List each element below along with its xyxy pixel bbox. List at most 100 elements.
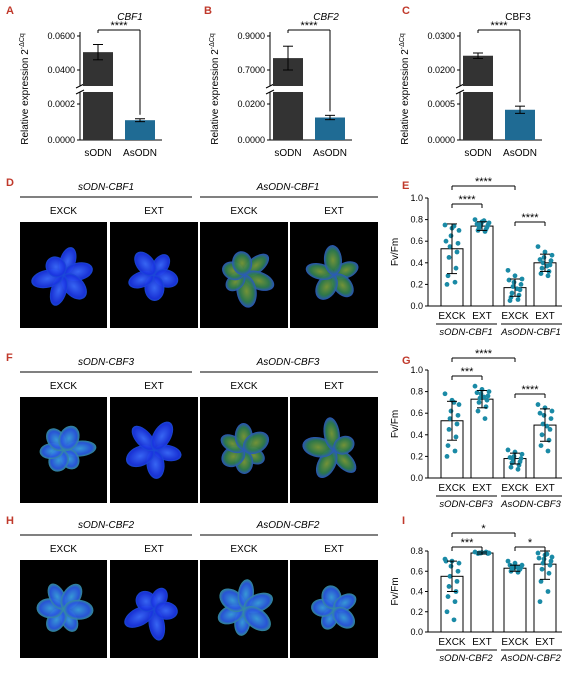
data-point bbox=[540, 260, 546, 266]
data-point bbox=[518, 282, 524, 287]
y-tick-label: 0.6 bbox=[410, 236, 423, 246]
data-point bbox=[456, 228, 462, 233]
y-tick-label: 0.9000 bbox=[237, 31, 265, 41]
condition-label: EXT bbox=[324, 206, 343, 217]
leaf-shape bbox=[315, 273, 338, 300]
x-tick-label: AsODN bbox=[503, 148, 537, 159]
leaf-shape bbox=[242, 606, 271, 632]
y-tick-label: 0.0000 bbox=[427, 135, 455, 145]
x-tick-label: EXT bbox=[472, 483, 491, 494]
data-point bbox=[535, 402, 541, 407]
x-tick-label: sODN bbox=[464, 148, 491, 159]
group-label: AsODN-CBF3 bbox=[256, 357, 320, 368]
data-point bbox=[454, 249, 460, 255]
data-point bbox=[446, 584, 452, 589]
data-point bbox=[538, 578, 544, 584]
y-tick-label: 0.0002 bbox=[47, 99, 75, 109]
axis-break-mark bbox=[265, 83, 275, 89]
leaf-shape bbox=[232, 251, 253, 276]
data-point bbox=[514, 564, 520, 570]
y-tick-label: 0.0005 bbox=[427, 99, 455, 109]
y-axis-label-main: Relative expression 2 bbox=[20, 49, 31, 145]
x-tick-label: AsODN bbox=[313, 148, 347, 159]
y-tick-label: 0.2 bbox=[410, 607, 423, 617]
data-point bbox=[476, 400, 482, 405]
leaf-shape bbox=[153, 601, 178, 620]
data-point bbox=[515, 297, 521, 302]
x-tick-label: EXT bbox=[535, 483, 554, 494]
data-point bbox=[482, 416, 488, 421]
data-point bbox=[516, 292, 522, 298]
data-point bbox=[474, 221, 480, 227]
x-tick-label: EXT bbox=[535, 637, 554, 648]
data-point bbox=[509, 460, 515, 466]
fvfm-panel-i: I Fv/Fm 0.0 0.2 0.4 0.6 0.8 EXCK EXT EXCK EXT sODN-… bbox=[390, 515, 562, 664]
data-point bbox=[548, 558, 554, 564]
y-tick-label: 0.0400 bbox=[47, 65, 75, 75]
y-tick-label: 0.6 bbox=[410, 408, 423, 418]
y-axis-label: Relative expression 2-ΔCq bbox=[399, 33, 411, 145]
panel-letter: A bbox=[6, 5, 14, 17]
data-point bbox=[545, 273, 551, 279]
y-axis-label-main: Relative expression 2 bbox=[210, 49, 221, 145]
data-point bbox=[548, 416, 554, 421]
data-point bbox=[477, 395, 483, 401]
data-point bbox=[454, 421, 460, 427]
sig-label: **** bbox=[521, 212, 539, 224]
data-point bbox=[538, 443, 544, 448]
x-tick-label: EXT bbox=[535, 311, 554, 322]
data-point bbox=[519, 276, 525, 282]
sig-label: **** bbox=[458, 194, 476, 206]
data-point bbox=[537, 257, 543, 262]
leaf-shape bbox=[131, 425, 156, 452]
group-label: sODN-CBF3 bbox=[78, 357, 135, 368]
data-point bbox=[538, 271, 544, 276]
data-point bbox=[508, 464, 514, 470]
data-point bbox=[451, 617, 457, 623]
data-point bbox=[546, 570, 552, 576]
data-point bbox=[549, 554, 555, 560]
sig-label: **** bbox=[521, 384, 539, 396]
panel-letter: B bbox=[204, 5, 212, 17]
data-point bbox=[516, 462, 522, 468]
data-point bbox=[454, 578, 460, 584]
y-tick-label: 0.0200 bbox=[237, 99, 265, 109]
data-point bbox=[451, 223, 457, 229]
bar-asodn bbox=[125, 120, 155, 140]
data-point bbox=[448, 233, 454, 239]
panel-letter: I bbox=[402, 515, 405, 527]
axis-break-mark bbox=[75, 83, 85, 89]
leaf-shape bbox=[45, 256, 67, 278]
leaf-shape bbox=[242, 431, 270, 454]
y-tick-label: 0.7000 bbox=[237, 65, 265, 75]
data-point bbox=[535, 550, 541, 556]
y-tick-label: 0.0 bbox=[410, 301, 423, 311]
data-point bbox=[544, 263, 550, 269]
panel-letter: D bbox=[6, 177, 14, 189]
y-tick-label: 1.0 bbox=[410, 365, 423, 375]
data-point bbox=[512, 273, 518, 279]
y-axis-label-sup: -ΔCq bbox=[19, 33, 26, 49]
y-tick-label: 0.0000 bbox=[237, 135, 265, 145]
group-label: sODN-CBF3 bbox=[439, 499, 493, 510]
data-point bbox=[510, 284, 516, 289]
condition-label: EXCK bbox=[230, 544, 258, 555]
leaf-shape bbox=[134, 251, 157, 277]
data-point bbox=[452, 599, 458, 605]
x-tick-label: EXT bbox=[472, 311, 491, 322]
data-point bbox=[456, 402, 462, 407]
expr-panel-b: B CBF2 Relative expression 2-ΔCq 0.9000 0.70… bbox=[204, 5, 352, 159]
y-tick-label: 0.0000 bbox=[47, 135, 75, 145]
sig-label: **** bbox=[475, 348, 493, 360]
y-tick-label: 0.2 bbox=[410, 451, 423, 461]
data-point bbox=[444, 454, 450, 459]
data-point bbox=[514, 286, 520, 292]
panel-letter: C bbox=[402, 5, 410, 17]
x-tick-label: EXCK bbox=[438, 637, 466, 648]
sig-label: *** bbox=[461, 537, 475, 549]
data-point bbox=[446, 427, 452, 432]
axis-break-mark bbox=[265, 89, 275, 95]
